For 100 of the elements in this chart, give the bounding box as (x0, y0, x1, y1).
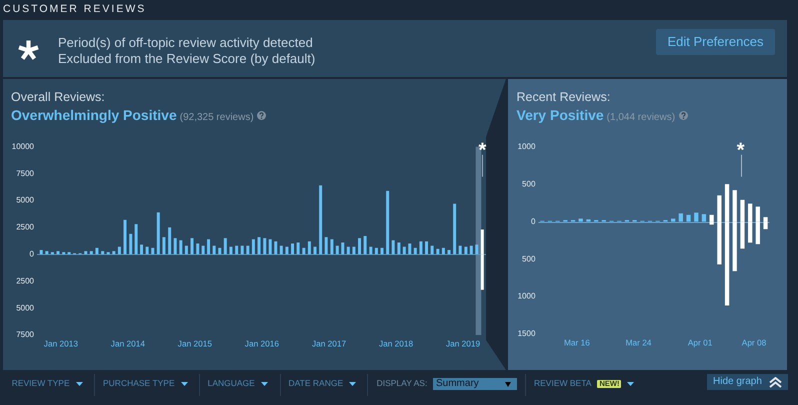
bar (442, 248, 445, 254)
y-tick-label: 5000 (16, 196, 35, 205)
x-tick-label: Apr 01 (688, 337, 713, 348)
x-tick-label: Apr 08 (742, 337, 767, 348)
text: DISPLAY AS: (376, 378, 428, 389)
bar (341, 242, 344, 254)
bar (464, 246, 468, 254)
x-tick-label: Mar 24 (626, 337, 652, 348)
text: REVIEW BETA (534, 378, 592, 389)
x-tick-label: Jan 2016 (244, 338, 280, 348)
bar (224, 238, 227, 254)
bar (694, 212, 698, 222)
bar (263, 238, 266, 254)
x-tick-label: Jan 2018 (378, 338, 414, 348)
bar (458, 246, 462, 254)
bar (346, 246, 350, 254)
bar (151, 248, 154, 254)
bar (319, 185, 322, 254)
bar (430, 246, 434, 254)
bar (296, 242, 300, 254)
text: Excluded from the Review Score (by default) (58, 50, 316, 66)
button: Hide graph (707, 374, 788, 390)
bar (240, 246, 244, 254)
bar (56, 251, 60, 254)
bar (386, 190, 390, 254)
bar (235, 246, 238, 254)
bar (274, 241, 278, 254)
bar (101, 251, 104, 254)
text: LANGUAGE (208, 378, 255, 389)
bar (678, 213, 683, 222)
bar (84, 251, 88, 254)
chart-title: Recent Reviews: (516, 90, 610, 104)
bar (40, 250, 43, 254)
bar (352, 246, 356, 254)
y-tick-label: 10000 (12, 142, 35, 151)
bar (124, 220, 127, 254)
bar (112, 251, 116, 254)
bar (252, 239, 255, 254)
x-tick-label: Jan 2014 (110, 338, 146, 348)
bar (425, 241, 428, 254)
bar (258, 237, 261, 254)
bar (146, 246, 149, 254)
y-tick-label: 500 (522, 179, 536, 188)
annotation: * (736, 140, 745, 162)
text: PURCHASE TYPE (103, 378, 175, 389)
bar (285, 246, 288, 254)
bar (453, 204, 456, 254)
bar (134, 224, 138, 254)
bar (369, 246, 372, 254)
dropdown-field: Summary (433, 378, 516, 390)
text: (92,325 reviews) (180, 112, 254, 123)
x-tick-label: Jan 2013 (44, 338, 78, 348)
bar (392, 240, 395, 254)
y-tick-label: 7500 (16, 168, 35, 178)
y-tick-label: 1000 (518, 292, 536, 301)
x-tick-label: Jan 2017 (312, 338, 347, 348)
chart-subtitle: Very Positive (516, 106, 604, 123)
bar (212, 246, 216, 254)
y-tick-label: 500 (522, 254, 536, 264)
text: CUSTOMER REVIEWS (3, 2, 146, 15)
button: Edit Preferences (656, 29, 775, 55)
bar (358, 238, 362, 254)
annotation: * (478, 140, 486, 162)
bar (419, 241, 422, 254)
bar (314, 246, 316, 254)
bar (202, 246, 205, 254)
bar (686, 214, 691, 222)
bar (374, 248, 378, 254)
bar (414, 248, 417, 254)
bar (168, 227, 172, 254)
bar (336, 246, 339, 254)
x-tick-label: Jan 2015 (178, 338, 212, 348)
bar (45, 251, 48, 254)
bar (308, 241, 311, 254)
bar (118, 246, 121, 254)
bar (702, 214, 706, 222)
bar (397, 242, 400, 254)
bar (140, 244, 144, 254)
bar (291, 244, 294, 254)
bar (475, 244, 478, 254)
y-tick-label: 2500 (16, 276, 35, 286)
bar (302, 248, 306, 254)
bar (246, 246, 250, 254)
bar (380, 248, 384, 254)
y-tick-label: 2500 (16, 222, 35, 232)
bar (408, 244, 412, 254)
y-tick-label: 0 (530, 216, 536, 226)
y-tick-label: 7500 (16, 330, 35, 340)
bar (174, 238, 177, 254)
text: REVIEW TYPE (12, 378, 70, 389)
bar (190, 238, 194, 254)
bar (129, 234, 132, 254)
x-tick-label: Mar 16 (564, 337, 590, 348)
bar (156, 212, 160, 254)
bar (90, 251, 93, 254)
bar (324, 237, 328, 254)
bar (671, 218, 676, 222)
bar (162, 237, 166, 254)
y-tick-label: 1500 (518, 329, 536, 338)
y-tick-label: 5000 (16, 303, 35, 312)
